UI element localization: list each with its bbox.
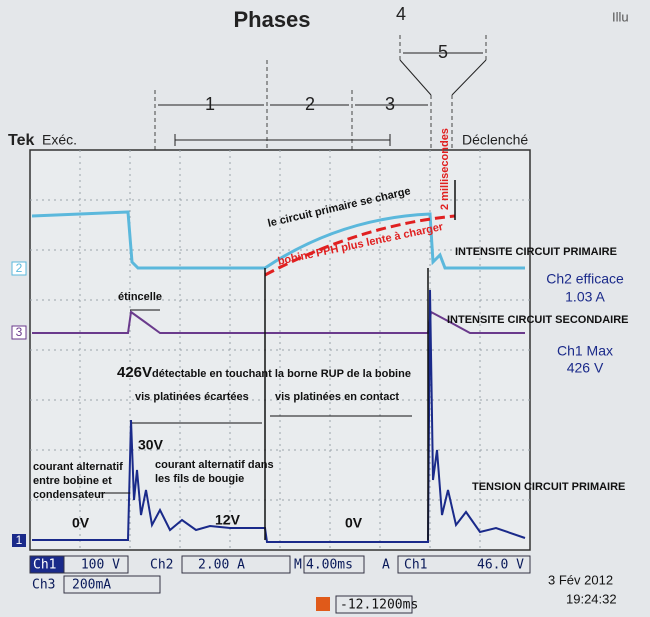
peak-note: détectable en touchant la borne RUP de l… [152,368,411,380]
channel-markers [11,261,27,547]
points-closed: vis platinées en contact [275,391,399,403]
primary-current-label: INTENSITE CIRCUIT PRIMAIRE [455,246,617,258]
trigger-level: 46.0 V [477,558,524,573]
corner-label: Illu [612,9,629,24]
coil-condenser-note: courant alternatif [33,461,123,473]
grid [30,150,530,550]
plug-wires-note: les fils de bougie [155,473,244,485]
event-lines [264,180,456,540]
measure-label: Ch1 Max [557,343,613,359]
coil-condenser-note: entre bobine et [33,475,112,487]
ch3-label: Ch3 [32,578,55,593]
coil-condenser-note: condensateur [33,489,106,501]
level-label: 0V [345,515,363,531]
offset-icon [316,597,330,611]
brand: Tek [8,132,34,149]
ch3-trace [32,310,525,334]
measure-label: Ch2 efficace [546,271,624,287]
duration-note: 2 millisecondes [439,128,451,210]
peak-voltage: 426V [117,364,152,381]
phase-label: 3 [385,94,395,114]
points-open: vis platinées écartées [135,391,249,403]
channel-marker: 2 [16,261,23,275]
measure-value: 426 V [567,360,604,376]
ch1-label: Ch1 [33,558,56,573]
annotation-arrows [100,309,412,494]
measure-value: 1.03 A [565,289,605,305]
ch2-label: Ch2 [150,558,173,573]
level-label: 12V [215,512,241,528]
status-boxes [29,555,531,614]
ch2-scale: 2.00 A [198,558,245,573]
figure-number: 4 [396,4,406,24]
ring-voltage: 30V [138,437,164,453]
phase-arrows [158,52,487,146]
date: 3 Fév 2012 [548,572,613,587]
title: Phases [233,7,310,32]
phase-label: 2 [305,94,315,114]
ch1-trace [32,289,526,543]
level-label: 0V [72,515,90,531]
ch1-scale: 100 V [81,558,120,573]
channel-marker: 3 [16,325,23,339]
timebase: 4.00ms [306,558,353,573]
trigger-source: Ch1 [404,558,427,573]
offset: -12.1200ms [340,598,418,613]
phase-label: 1 [205,94,215,114]
time: 19:24:32 [566,591,617,606]
plug-wires-note: courant alternatif dans [155,459,274,471]
trigger-status: Déclenché [462,132,528,148]
channel-marker: 1 [16,533,23,547]
ch3-scale: 200mA [72,578,111,593]
spark-note: étincelle [118,291,162,303]
phase-label: 5 [438,42,448,62]
trigger-label: A [382,558,390,573]
timebase-label: M [294,558,302,573]
mode: Exéc. [42,132,77,148]
secondary-current-label: INTENSITE CIRCUIT SECONDAIRE [447,314,629,326]
primary-voltage-label: TENSION CIRCUIT PRIMAIRE [472,481,625,493]
